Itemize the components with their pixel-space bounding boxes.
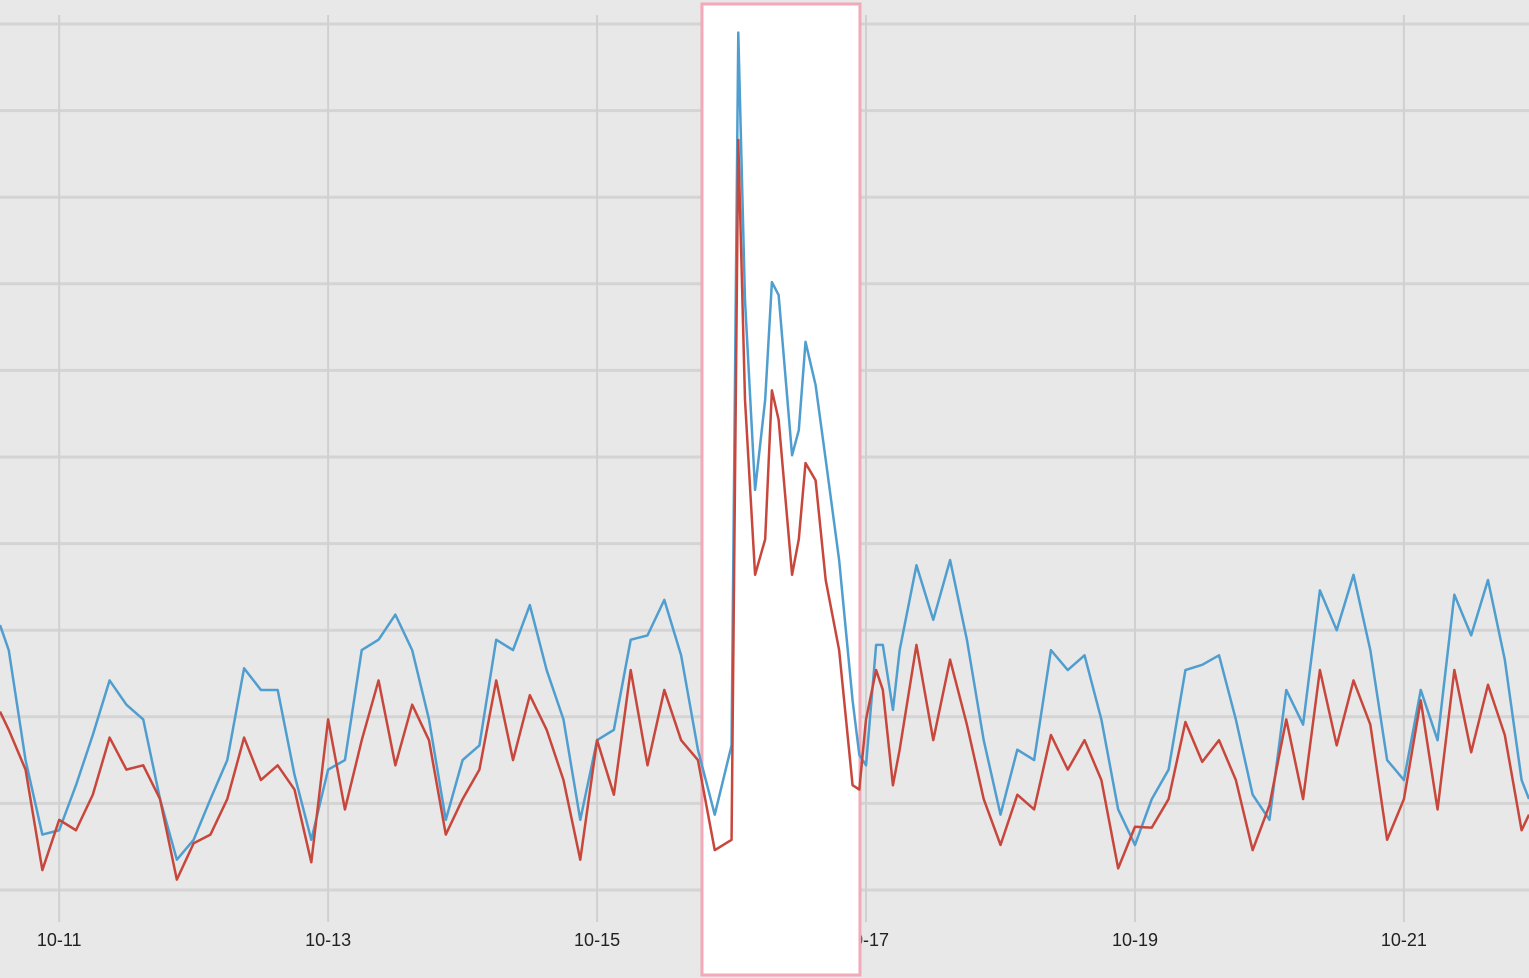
series-line: [0, 138, 1529, 881]
x-tick-label: 10-21: [1381, 930, 1427, 950]
highlight-range: [700, 2, 862, 977]
x-tick-label: 10-13: [305, 930, 351, 950]
x-tick-label: 10-11: [37, 930, 82, 950]
x-tick-label: 10-15: [574, 930, 620, 950]
series-line: [0, 31, 1529, 861]
x-tick-label: 10-19: [1112, 930, 1158, 950]
